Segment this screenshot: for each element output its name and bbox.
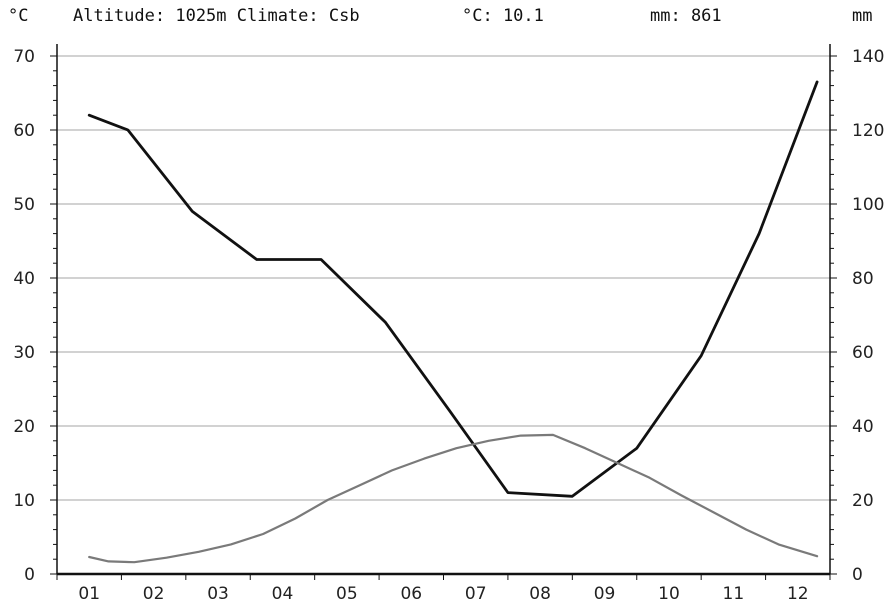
month-tick-label: 04 — [272, 584, 294, 604]
right-tick-label: 140 — [852, 47, 884, 67]
month-tick-label: 07 — [465, 584, 487, 604]
left-tick-label: 70 — [13, 47, 35, 67]
month-tick-label: 03 — [207, 584, 229, 604]
left-tick-label: 0 — [24, 565, 35, 585]
left-tick-label: 30 — [13, 343, 35, 363]
month-tick-label: 08 — [529, 584, 551, 604]
month-tick-label: 01 — [78, 584, 100, 604]
month-tick-label: 05 — [336, 584, 358, 604]
right-tick-label: 40 — [852, 417, 874, 437]
right-tick-label: 20 — [852, 491, 874, 511]
left-tick-label: 10 — [13, 491, 35, 511]
left-tick-label: 50 — [13, 195, 35, 215]
month-tick-label: 09 — [594, 584, 616, 604]
left-tick-label: 60 — [13, 121, 35, 141]
left-unit-label: °C — [8, 6, 28, 26]
grid-lines — [57, 55, 830, 501]
annual-precipitation: mm: 861 — [650, 6, 722, 26]
right-unit-label: mm — [852, 6, 872, 26]
left-axis-ticks: 0 10 20 30 40 50 60 70 — [13, 47, 35, 585]
right-tick-label: 0 — [852, 565, 863, 585]
month-tick-label: 02 — [143, 584, 165, 604]
month-tick-label: 06 — [400, 584, 422, 604]
right-tick-label: 80 — [852, 269, 874, 289]
month-tick-label: 12 — [787, 584, 809, 604]
month-axis-ticks: 01 02 03 04 05 06 07 08 09 10 11 12 — [56, 574, 831, 604]
month-tick-label: 10 — [658, 584, 680, 604]
month-tick-label: 11 — [723, 584, 745, 604]
right-tick-label: 120 — [852, 121, 884, 141]
right-axis-ticks: 0 20 40 60 80 100 120 140 — [852, 47, 884, 585]
chart-info: Altitude: 1025m Climate: Csb — [73, 6, 360, 26]
right-tick-label: 60 — [852, 343, 874, 363]
left-tick-label: 20 — [13, 417, 35, 437]
temperature-line — [88, 433, 819, 564]
left-tick-label: 40 — [13, 269, 35, 289]
mean-temperature: °C: 10.1 — [462, 6, 544, 26]
axes — [50, 44, 837, 576]
right-tick-label: 100 — [852, 195, 884, 215]
series-lines — [87, 80, 819, 564]
precipitation-line — [87, 80, 819, 498]
